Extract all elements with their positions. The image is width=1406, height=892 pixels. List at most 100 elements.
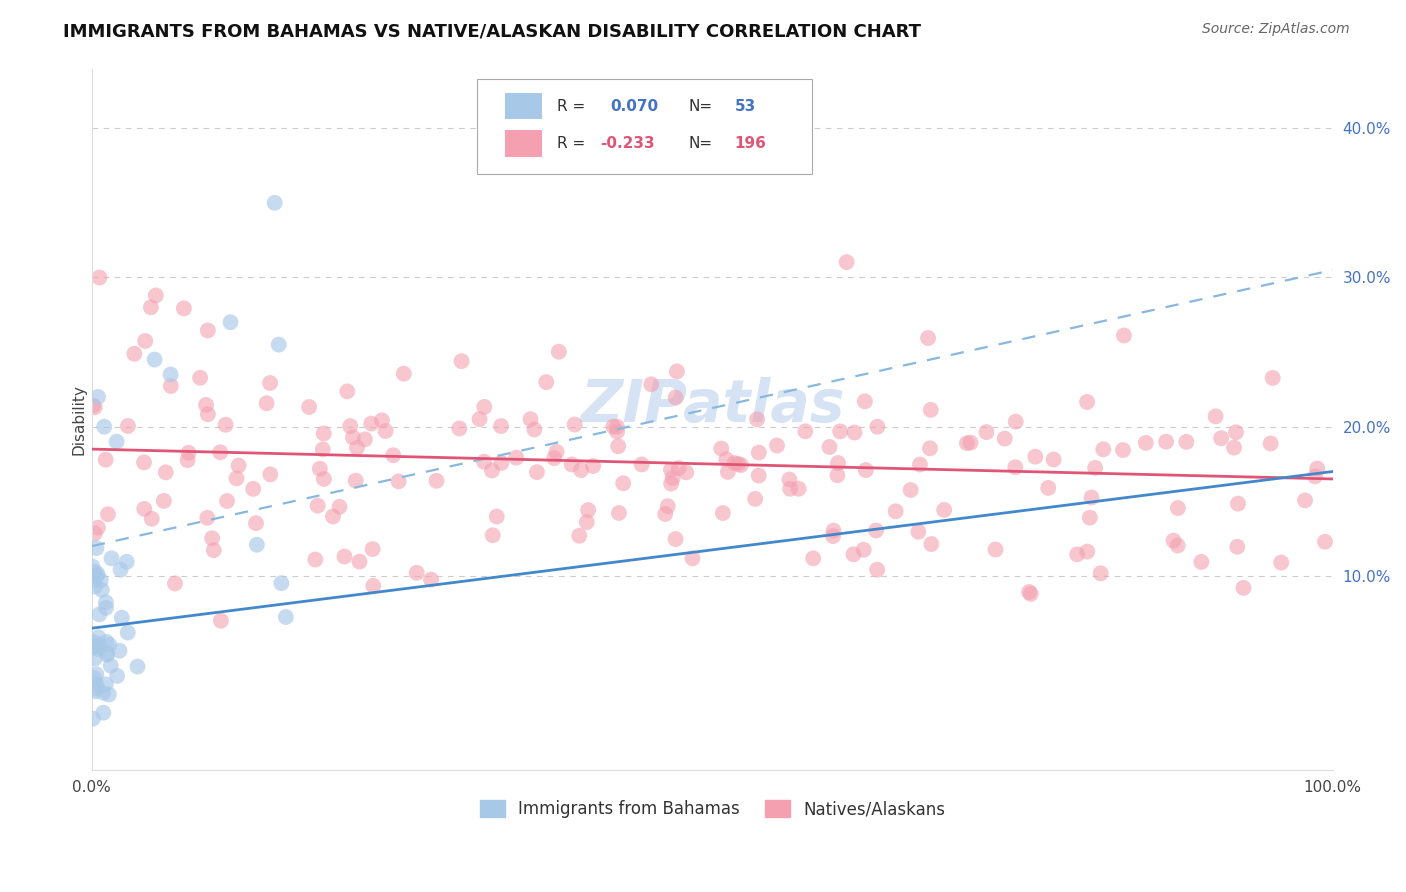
Point (274, 610, 297, 624)
Point (1004, 460, 1026, 475)
Point (96, 647, 118, 661)
Point (96, 635, 118, 649)
Point (100, 551, 122, 566)
Point (82, 712, 104, 726)
Point (665, 391, 688, 405)
Point (710, 442, 733, 456)
Point (308, 462, 330, 476)
Point (141, 512, 163, 526)
Point (602, 419, 624, 434)
Point (823, 524, 845, 538)
Point (984, 542, 1007, 557)
Point (354, 433, 377, 447)
Point (844, 425, 866, 440)
Point (1078, 510, 1101, 524)
Point (87, 390, 110, 404)
Point (90, 582, 112, 597)
Point (818, 440, 841, 454)
Point (582, 458, 605, 473)
Point (449, 421, 471, 435)
Text: ZIPatlas: ZIPatlas (581, 376, 845, 434)
Point (307, 499, 329, 513)
Point (481, 463, 503, 477)
Point (606, 425, 628, 439)
Point (630, 458, 652, 472)
Point (91, 686, 114, 700)
Point (1163, 533, 1185, 548)
Point (852, 542, 875, 557)
Text: N=: N= (689, 98, 713, 113)
Point (219, 315, 242, 329)
Point (195, 511, 218, 525)
Point (866, 563, 889, 577)
Point (1223, 441, 1246, 455)
Point (155, 466, 177, 480)
Point (547, 344, 569, 359)
Point (1024, 450, 1046, 464)
Point (727, 457, 749, 471)
Point (1270, 556, 1292, 570)
Point (159, 368, 181, 382)
Point (82, 640, 104, 654)
Point (259, 376, 281, 390)
Point (333, 549, 356, 564)
Point (489, 419, 512, 434)
FancyBboxPatch shape (505, 93, 543, 120)
Point (360, 417, 382, 431)
Point (209, 614, 232, 628)
Point (865, 524, 887, 538)
Point (86, 639, 108, 653)
Point (717, 465, 740, 479)
Point (124, 347, 146, 361)
Point (420, 573, 443, 587)
Point (766, 438, 789, 452)
Point (661, 471, 683, 485)
Point (1189, 555, 1212, 569)
Point (536, 375, 558, 389)
Point (1227, 497, 1250, 511)
Text: Source: ZipAtlas.com: Source: ZipAtlas.com (1202, 22, 1350, 37)
Point (176, 453, 198, 467)
Point (779, 482, 801, 496)
Point (546, 445, 568, 459)
Point (84, 580, 107, 594)
Point (94, 600, 117, 615)
Point (1076, 395, 1098, 409)
Point (485, 509, 508, 524)
Point (86, 568, 108, 582)
Point (94, 595, 117, 609)
Point (778, 473, 800, 487)
Point (564, 417, 586, 432)
Point (835, 255, 858, 269)
Point (201, 531, 224, 545)
Point (82, 559, 104, 574)
Point (526, 465, 548, 479)
Point (472, 455, 495, 469)
Point (884, 504, 907, 518)
FancyBboxPatch shape (477, 79, 811, 174)
Point (748, 445, 770, 459)
Point (361, 579, 384, 593)
Point (228, 458, 250, 473)
Point (105, 669, 128, 683)
Point (1303, 469, 1326, 483)
Point (83, 573, 105, 587)
Point (1313, 534, 1336, 549)
Point (134, 501, 156, 516)
Point (1038, 481, 1060, 495)
Point (188, 371, 211, 385)
Point (659, 463, 682, 477)
Text: 196: 196 (734, 136, 766, 152)
Point (89, 270, 111, 285)
Text: IMMIGRANTS FROM BAHAMAS VS NATIVE/ALASKAN DISABILITY CORRELATION CHART: IMMIGRANTS FROM BAHAMAS VS NATIVE/ALASKA… (63, 22, 921, 40)
Point (132, 455, 155, 469)
Point (855, 463, 877, 477)
Point (994, 432, 1017, 446)
Point (87, 642, 110, 657)
Point (682, 551, 704, 566)
Point (177, 446, 200, 460)
Point (259, 467, 281, 482)
Text: 0.070: 0.070 (610, 98, 658, 113)
Point (86, 681, 108, 696)
Point (481, 528, 503, 542)
